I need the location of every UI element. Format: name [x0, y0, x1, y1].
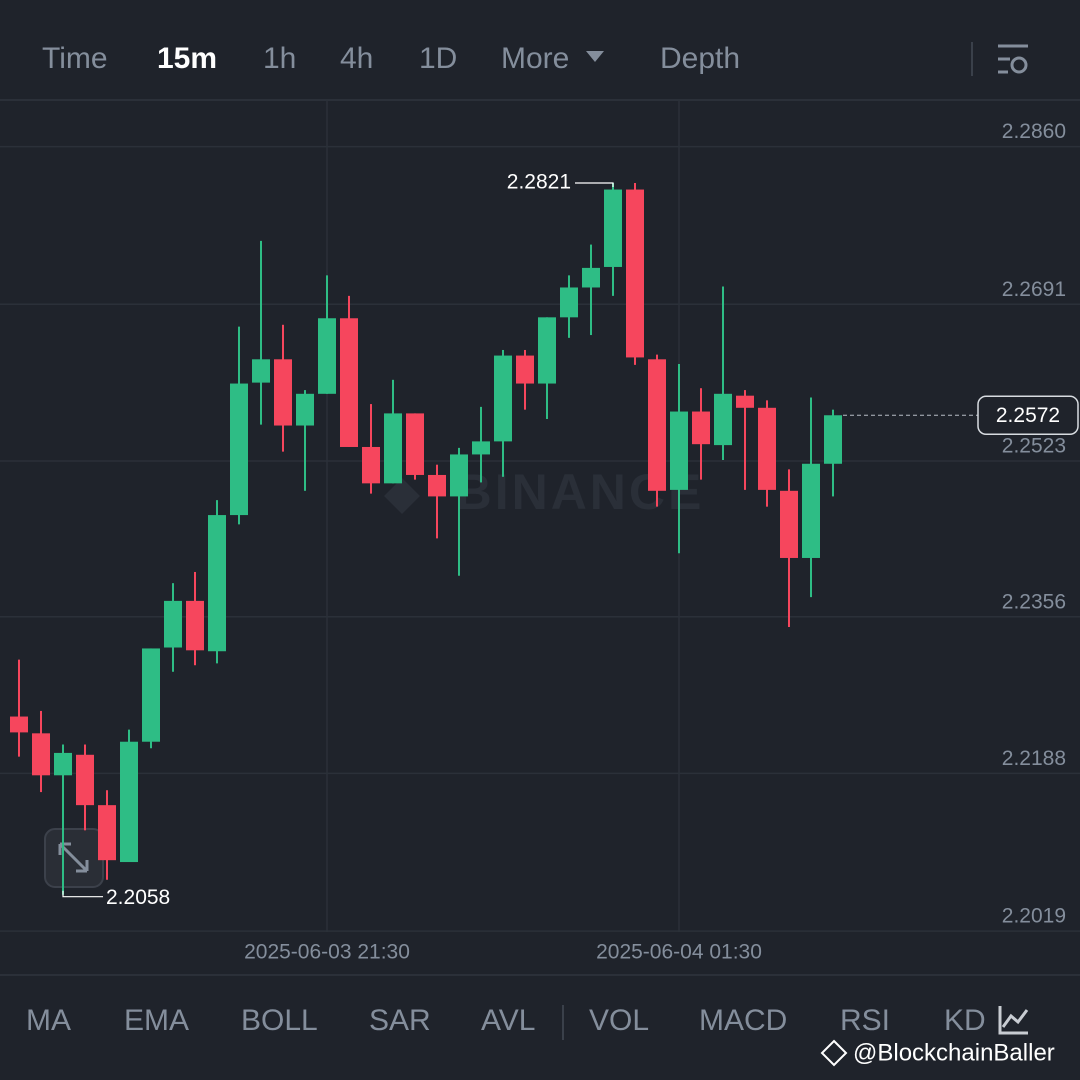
y-tick-label: 2.2691 — [1002, 278, 1066, 301]
candle-body — [362, 446, 380, 484]
candle-body — [340, 318, 358, 447]
candle-body — [516, 355, 534, 384]
dropdown-arrow[interactable] — [586, 51, 604, 62]
candle-body — [692, 411, 710, 445]
candle-body — [824, 415, 842, 464]
last-price-label: 2.2572 — [996, 404, 1060, 427]
logo-diamond — [820, 1039, 848, 1067]
timeframe-tab[interactable]: 1D — [419, 42, 457, 75]
candle-body — [560, 287, 578, 318]
candle-body — [758, 407, 776, 490]
candle-body — [780, 490, 798, 558]
candle-body — [494, 355, 512, 442]
candle-body — [736, 395, 754, 408]
chart-icon[interactable] — [998, 1006, 1029, 1035]
candle-body — [208, 515, 226, 652]
credit-logo — [820, 1039, 848, 1067]
candle-body — [164, 600, 182, 648]
x-tick-label: 2025-06-03 21:30 — [244, 941, 410, 964]
icon-gear — [1010, 56, 1028, 74]
indicator-tab[interactable]: AVL — [481, 1004, 535, 1037]
candles — [10, 183, 842, 895]
candle-body — [252, 359, 270, 383]
candle-body — [120, 741, 138, 863]
min-label: 2.2058 — [106, 886, 170, 909]
indicator-tab[interactable]: MA — [26, 1004, 71, 1037]
expand-button[interactable] — [44, 828, 104, 888]
candle-body — [76, 754, 94, 806]
max-leader — [575, 182, 614, 188]
candle-body — [274, 359, 292, 426]
y-tick-label: 2.2860 — [1002, 120, 1066, 143]
credit: @BlockchainBaller — [853, 1039, 1055, 1066]
watermark: BINANCE — [456, 464, 705, 520]
indicator-tab[interactable]: KD — [944, 1004, 986, 1037]
timeframe-tab[interactable]: 4h — [340, 42, 373, 75]
candle-body — [186, 600, 204, 651]
y-tick-label: 2.2188 — [1002, 747, 1066, 770]
timeframe-tab[interactable]: Time — [42, 42, 108, 75]
indicator-tab[interactable]: MACD — [699, 1004, 787, 1037]
indicator-tab[interactable]: RSI — [840, 1004, 890, 1037]
settings-icon[interactable] — [998, 44, 1028, 74]
timeframe-tab[interactable]: Depth — [660, 42, 740, 75]
indicator-tab[interactable]: SAR — [369, 1004, 431, 1037]
candle-body — [648, 359, 666, 491]
candle-body — [230, 383, 248, 516]
candle-body — [10, 716, 28, 733]
candle-body — [626, 189, 644, 358]
logo-diamond — [384, 478, 420, 514]
max-label: 2.2821 — [507, 171, 571, 194]
candle-body — [32, 733, 50, 776]
candle-body — [604, 189, 622, 267]
y-tick-label: 2.2356 — [1002, 590, 1066, 613]
watermark-logo — [384, 478, 420, 514]
candle-body — [296, 393, 314, 426]
candle-body — [670, 411, 688, 490]
candle-body — [714, 393, 732, 446]
candle-body — [450, 454, 468, 497]
timeframe-tab[interactable]: 15m — [157, 42, 217, 75]
candle-body — [406, 413, 424, 475]
candle-body — [472, 441, 490, 455]
candle-body — [582, 267, 600, 288]
min-leader — [62, 890, 103, 898]
timeframe-tab[interactable]: More — [501, 42, 569, 75]
candle-body — [142, 648, 160, 742]
candle-body — [54, 752, 72, 776]
candle-body — [318, 318, 336, 394]
last-price-box — [977, 395, 1079, 436]
candle-body — [538, 317, 556, 384]
x-tick-label: 2025-06-04 01:30 — [596, 941, 762, 964]
candle-body — [384, 413, 402, 484]
expand-arrows — [58, 842, 89, 873]
y-tick-label: 2.2019 — [1002, 905, 1066, 928]
candle-body — [428, 474, 446, 497]
y-tick-label: 2.2523 — [1002, 435, 1066, 458]
timeframe-tab[interactable]: 1h — [263, 42, 296, 75]
indicator-tab[interactable]: BOLL — [241, 1004, 318, 1037]
indicator-tab[interactable]: EMA — [124, 1004, 189, 1037]
indicator-tab[interactable]: VOL — [589, 1004, 649, 1037]
icon-trend — [1001, 1009, 1029, 1028]
candle-body — [802, 463, 820, 558]
candle-body — [98, 805, 116, 861]
icon-axis — [998, 1006, 1028, 1035]
